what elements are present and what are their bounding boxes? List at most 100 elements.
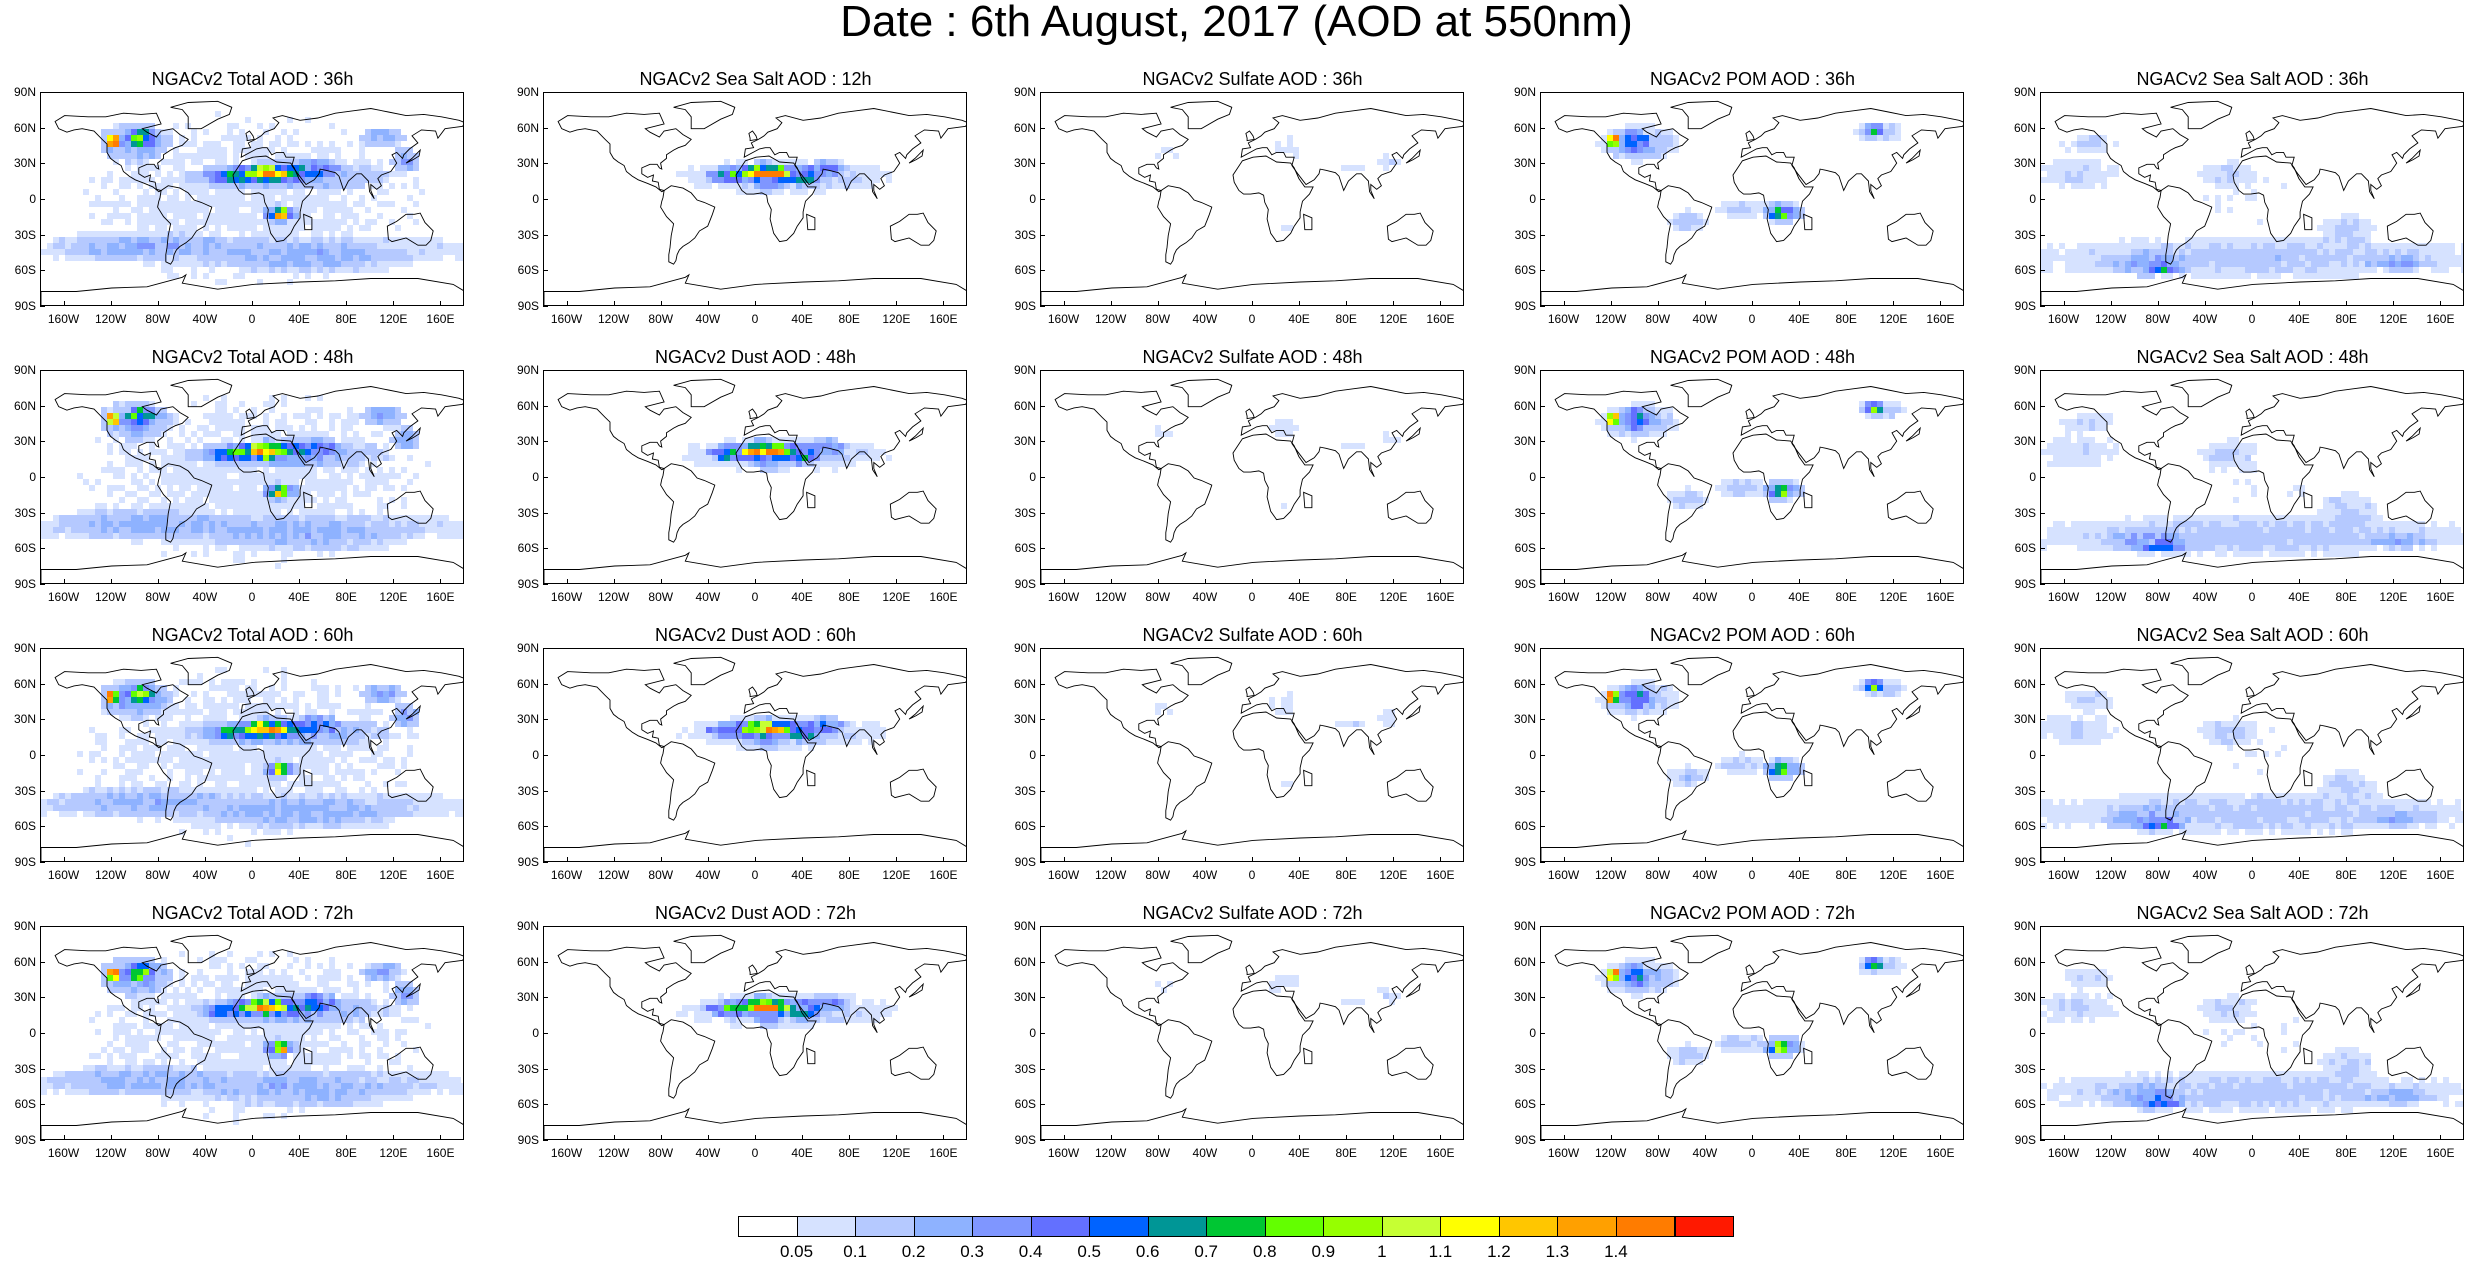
aod-cell <box>1613 413 1619 419</box>
aod-cell <box>245 443 251 449</box>
aod-cell <box>251 267 257 273</box>
aod-cell <box>2341 491 2347 497</box>
aod-cell <box>281 745 287 751</box>
aod-cell <box>293 763 299 769</box>
aod-cell <box>2167 551 2173 557</box>
aod-cell <box>161 461 167 467</box>
aod-cell <box>365 255 371 261</box>
aod-cell <box>2131 261 2137 267</box>
aod-cell <box>335 763 341 769</box>
aod-cell <box>281 545 287 551</box>
lat-tick <box>40 270 45 272</box>
aod-cell <box>2311 515 2317 521</box>
lon-tick-label: 40E <box>2288 590 2310 604</box>
aod-cell <box>359 691 365 697</box>
aod-cell <box>113 763 119 769</box>
aod-cell <box>2269 521 2275 527</box>
aod-cell <box>89 485 95 491</box>
aod-cell <box>341 249 347 255</box>
aod-cell <box>2215 545 2221 551</box>
aod-cell <box>305 195 311 201</box>
aod-cell <box>185 751 191 757</box>
aod-cell <box>239 503 245 509</box>
aod-cell <box>335 261 341 267</box>
aod-cell <box>766 461 772 467</box>
aod-cell <box>137 751 143 757</box>
aod-cell <box>263 751 269 757</box>
aod-cell <box>760 467 766 473</box>
aod-cell <box>413 177 419 183</box>
lon-tick <box>802 301 804 306</box>
aod-cell <box>131 533 137 539</box>
aod-cell <box>251 207 257 213</box>
aod-cell <box>2203 195 2209 201</box>
lat-tick <box>1540 270 1545 272</box>
aod-cell <box>305 479 311 485</box>
aod-cell <box>413 219 419 225</box>
aod-cell <box>2185 255 2191 261</box>
aod-cell <box>323 165 329 171</box>
aod-cell <box>2071 521 2077 527</box>
aod-cell <box>371 545 377 551</box>
aod-cell <box>2209 455 2215 461</box>
aod-cell <box>305 207 311 213</box>
aod-cell <box>395 521 401 527</box>
aod-cell <box>1883 401 1889 407</box>
aod-cell <box>1745 479 1751 485</box>
aod-cell <box>2065 527 2071 533</box>
aod-cell <box>437 243 443 249</box>
aod-cell <box>341 485 347 491</box>
aod-cell <box>263 159 269 165</box>
aod-cell <box>377 545 383 551</box>
aod-cell <box>269 147 275 153</box>
aod-cell <box>754 189 760 195</box>
aod-cell <box>335 449 341 455</box>
aod-cell <box>2449 261 2455 267</box>
aod-cell <box>293 255 299 261</box>
aod-cell <box>125 455 131 461</box>
aod-cell <box>89 243 95 249</box>
aod-cell <box>125 201 131 207</box>
aod-cell <box>263 491 269 497</box>
aod-cell <box>203 509 209 515</box>
aod-cell <box>131 159 137 165</box>
aod-cell <box>323 733 329 739</box>
aod-cell <box>311 201 317 207</box>
aod-cell <box>155 467 161 473</box>
aod-cell <box>832 449 838 455</box>
aod-cell <box>2305 261 2311 267</box>
aod-cell <box>143 237 149 243</box>
aod-cell <box>389 261 395 267</box>
coastline <box>748 408 758 420</box>
aod-cell <box>2443 261 2449 267</box>
aod-cell <box>167 273 173 279</box>
aod-cell <box>2461 261 2463 267</box>
aod-cell <box>1787 219 1793 225</box>
aod-cell <box>2197 273 2203 279</box>
aod-cell <box>2353 503 2359 509</box>
aod-cell <box>293 231 299 237</box>
aod-cell <box>2197 449 2203 455</box>
aod-cell <box>155 703 161 709</box>
aod-cell <box>221 491 227 497</box>
aod-cell <box>245 533 251 539</box>
aod-cell <box>275 171 281 177</box>
aod-cell <box>161 757 167 763</box>
aod-cell <box>227 533 233 539</box>
aod-cell <box>215 781 221 787</box>
lon-tick-label: 40E <box>1288 590 1310 604</box>
aod-cell <box>2251 177 2257 183</box>
lat-tick <box>1040 270 1045 272</box>
aod-cell <box>317 479 323 485</box>
aod-cell <box>712 171 718 177</box>
aod-cell <box>239 545 245 551</box>
aod-cell <box>191 497 197 503</box>
aod-cell <box>197 721 203 727</box>
aod-cell <box>323 237 329 243</box>
aod-cell <box>2197 533 2203 539</box>
aod-cell <box>1341 165 1347 171</box>
aod-cell <box>395 135 401 141</box>
aod-cell <box>251 727 257 733</box>
aod-cell <box>1721 479 1727 485</box>
aod-cell <box>245 249 251 255</box>
